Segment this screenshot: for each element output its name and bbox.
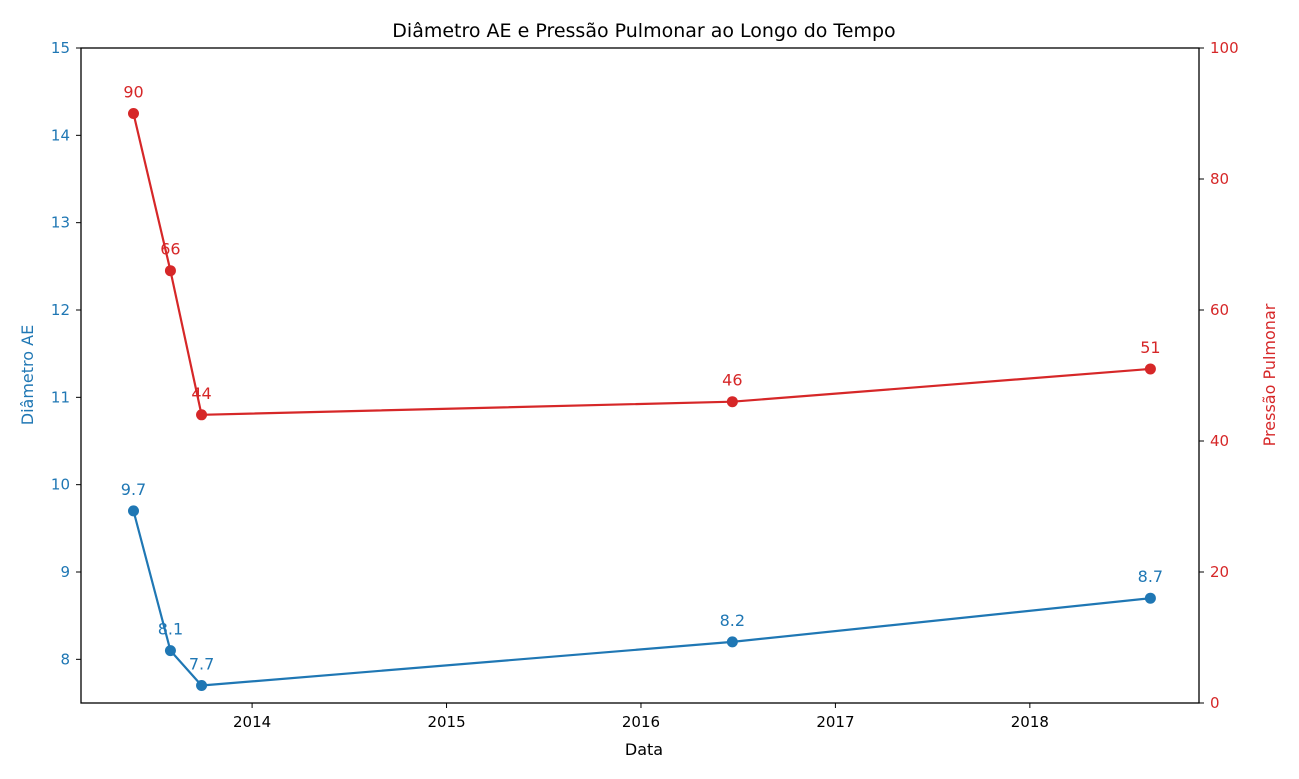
y-left-tick-label: 11 — [51, 388, 70, 406]
diameter-data-point — [164, 645, 176, 657]
diameter-data-label: 7.7 — [189, 655, 214, 674]
diameter-data-point — [196, 680, 208, 692]
pressure-data-point — [127, 108, 139, 119]
x-tick-label: 2018 — [1011, 713, 1049, 731]
plot-frame — [80, 47, 1200, 704]
pressure-data-label: 51 — [1140, 338, 1160, 357]
pressure-data-label: 66 — [160, 240, 180, 259]
pressure-data-point — [1144, 363, 1156, 375]
x-tick-label: 2016 — [622, 713, 660, 731]
y-left-axis-label: Diâmetro AE — [18, 325, 37, 425]
diameter-data-point — [726, 636, 738, 648]
y-right-tick-label: 80 — [1210, 170, 1229, 188]
y-right-tick-label: 100 — [1210, 39, 1239, 57]
y-left-tick-label: 14 — [51, 126, 70, 144]
diameter-data-label: 8.1 — [158, 620, 183, 639]
y-right-tick-label: 60 — [1210, 301, 1229, 319]
diameter-data-label: 9.7 — [121, 480, 146, 499]
y-right-axis-label: Pressão Pulmonar — [1260, 303, 1279, 446]
y-left-tick-label: 8 — [60, 650, 70, 668]
y-right-tick-label: 0 — [1210, 694, 1220, 712]
y-right-tick-label: 40 — [1210, 432, 1229, 450]
diameter-data-label: 8.7 — [1138, 567, 1163, 586]
diameter-series-line — [132, 510, 1151, 687]
diameter-data-point — [1144, 592, 1156, 604]
diameter-data-label: 8.2 — [720, 611, 745, 630]
chart-title: Diâmetro AE e Pressão Pulmonar ao Longo … — [392, 20, 895, 42]
y-left-tick-label: 15 — [51, 39, 70, 57]
pressure-series-line — [132, 113, 1151, 416]
pressure-data-point — [164, 265, 176, 277]
plot-area: 2014 2015 2016 2017 2018 8 9 10 11 12 13 14 15 0 20 40 6… — [51, 39, 1239, 731]
pressure-data-label: 46 — [722, 371, 742, 390]
pressure-data-label: 90 — [123, 83, 143, 102]
y-left-tick-label: 13 — [51, 214, 70, 232]
y-right-tick-label: 20 — [1210, 563, 1229, 581]
pressure-data-label: 44 — [191, 384, 211, 403]
x-axis-label: Data — [625, 740, 663, 759]
y-left-tick-label: 10 — [51, 476, 70, 494]
y-left-tick-label: 12 — [51, 301, 70, 319]
x-tick-label: 2017 — [816, 713, 854, 731]
pressure-data-point — [196, 409, 208, 421]
pressure-data-point — [726, 396, 738, 408]
y-left-tick-label: 9 — [60, 563, 70, 581]
x-tick-label: 2014 — [233, 713, 271, 731]
diameter-data-point — [127, 505, 139, 517]
x-tick-label: 2015 — [427, 713, 465, 731]
